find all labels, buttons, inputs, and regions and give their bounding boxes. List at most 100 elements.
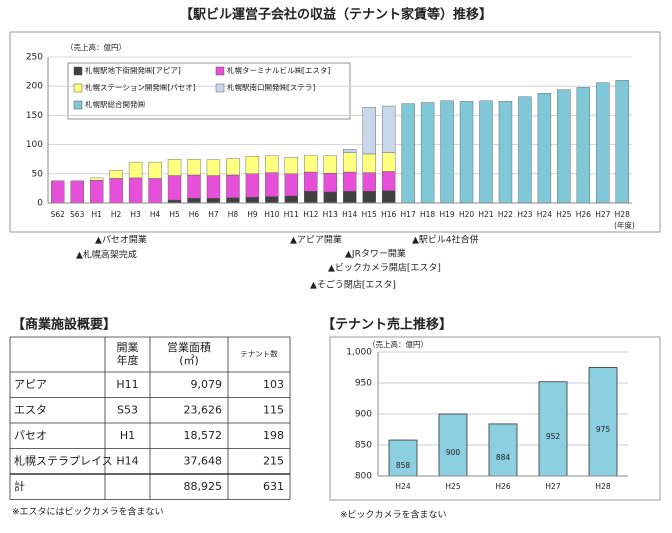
- bar-segment: [167, 175, 182, 201]
- annotation: ▲JRタワー開業: [345, 248, 406, 260]
- bar-segment: [362, 107, 376, 155]
- y-tick-label: 1,000: [346, 348, 372, 358]
- x-tick-label: S62: [51, 210, 66, 219]
- bar-segment: [226, 158, 240, 176]
- x-tick-label: H1: [91, 210, 102, 219]
- legend-label: 札幌ステーション開発㈱[パセオ]: [85, 82, 196, 92]
- bar-segment: [537, 93, 552, 204]
- x-tick-label: H25: [556, 210, 571, 219]
- bar-segment: [187, 198, 201, 204]
- table-cell: パセオ: [14, 429, 47, 442]
- annotation: ▲アピア開業: [290, 234, 342, 246]
- x-tick-label: H4: [150, 210, 161, 219]
- bar: [488, 423, 518, 477]
- x-tick-label: H28: [595, 482, 610, 491]
- bar-segment: [343, 171, 357, 192]
- bar: [388, 439, 418, 477]
- legend-swatch: [215, 83, 225, 93]
- bar-segment: [381, 105, 396, 153]
- bar-segment: [284, 195, 299, 204]
- value-label: 900: [446, 448, 461, 457]
- x-tick-label: H7: [208, 210, 219, 219]
- bar-segment: [362, 153, 376, 173]
- y-tick-label: 0: [37, 199, 43, 209]
- y-tick-label: 150: [26, 111, 43, 121]
- x-tick-label: H28: [615, 210, 630, 219]
- bar-segment: [109, 178, 123, 204]
- legend-label: 札幌駅総合開発㈱: [85, 99, 145, 109]
- bar-segment: [362, 191, 376, 204]
- bar-segment: [381, 190, 396, 204]
- main-chart-frame: [9, 31, 661, 233]
- bar-segment: [304, 191, 318, 204]
- x-tick-label: H24: [537, 210, 552, 219]
- table-cell: 88,925: [184, 480, 223, 493]
- legend-swatch: [73, 100, 83, 110]
- x-tick-label: H2: [111, 210, 122, 219]
- table-cell: H11: [116, 378, 138, 391]
- bar-segment: [362, 172, 376, 192]
- x-tick-label: H9: [247, 210, 258, 219]
- x-tick-label: H11: [284, 210, 299, 219]
- x-tick-label: S63: [70, 210, 85, 219]
- bar-segment: [343, 191, 357, 204]
- annotation: ▲パセオ開業: [95, 234, 147, 246]
- small-note: ※ビックカメラを含まない: [340, 509, 447, 521]
- table-header: 営業面積: [167, 340, 211, 354]
- x-tick-label: H26: [576, 210, 591, 219]
- table-cell: S53: [117, 403, 138, 416]
- table-cell: エスタ: [14, 403, 47, 416]
- x-tick-label: H27: [595, 210, 610, 219]
- x-tick-label: H6: [189, 210, 200, 219]
- legend-label: 札幌ターミナルビル㈱[エスタ]: [227, 65, 330, 75]
- bar-segment: [187, 174, 201, 199]
- bar-segment: [304, 154, 318, 173]
- x-tick-label: H18: [420, 210, 435, 219]
- bar-segment: [128, 177, 143, 204]
- x-tick-label: H21: [478, 210, 493, 219]
- bar-segment: [109, 170, 123, 179]
- bar-segment: [226, 174, 240, 198]
- table-cell: 札幌ステラプレイス: [14, 453, 113, 467]
- y-tick-label: 200: [26, 82, 43, 92]
- annotation: ▲駅ビル4社合併: [412, 234, 479, 246]
- x-tick-label: H17: [401, 210, 416, 219]
- bar-segment: [557, 89, 571, 204]
- bar-segment: [51, 180, 65, 204]
- x-tick-label: H8: [228, 210, 239, 219]
- x-tick-label: H20: [459, 210, 474, 219]
- bar-segment: [518, 96, 532, 204]
- y-tick-label: 800: [355, 472, 372, 482]
- legend-box: [67, 62, 351, 120]
- bar-segment: [323, 155, 337, 174]
- table-cell: 18,572: [184, 429, 223, 442]
- small-chart-frame: [329, 336, 661, 501]
- bar-segment: [167, 158, 182, 176]
- legend-swatch: [215, 66, 225, 76]
- x-tick-label: H23: [517, 210, 532, 219]
- annotation: ▲ビックカメラ開店[エスタ]: [328, 262, 441, 274]
- bar-segment: [148, 161, 162, 179]
- y-tick-label: 900: [355, 410, 372, 420]
- bar-segment: [245, 156, 260, 174]
- table-header: (㎡): [179, 354, 199, 367]
- x-tick-label: H15: [362, 210, 377, 219]
- bar-segment: [245, 173, 260, 198]
- value-label: 858: [396, 461, 411, 470]
- y-tick-label: 250: [26, 53, 43, 63]
- bar-segment: [206, 198, 221, 204]
- x-tick-label: H10: [264, 210, 279, 219]
- bar-segment: [420, 102, 435, 204]
- bar-segment: [343, 152, 357, 173]
- bar-segment: [284, 157, 299, 174]
- bar-segment: [226, 197, 240, 204]
- bar: [438, 413, 468, 477]
- x-tick-label: H24: [395, 482, 410, 491]
- x-tick-label: H12: [303, 210, 318, 219]
- bar-segment: [323, 173, 337, 193]
- x-tick-label: H25: [445, 482, 460, 491]
- bar-segment: [128, 161, 143, 179]
- table-cell: 計: [14, 479, 25, 493]
- bar-segment: [265, 155, 279, 173]
- bar-segment: [206, 159, 221, 176]
